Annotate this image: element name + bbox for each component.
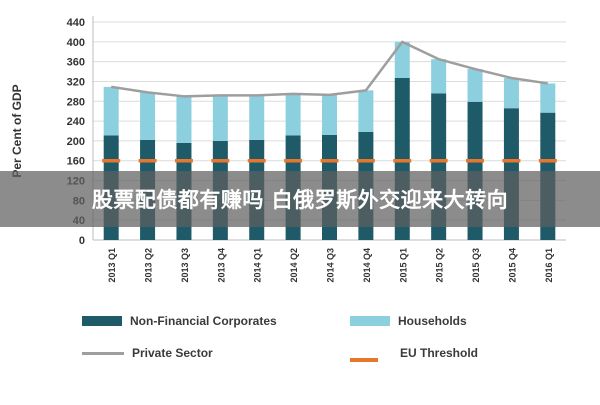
x-tick-label: 2015 Q2: [435, 248, 445, 283]
bar-households: [322, 94, 337, 135]
legend-label: Households: [398, 314, 467, 328]
legend-item-private-sector: Private Sector: [82, 346, 213, 360]
y-tick-label: 360: [67, 57, 85, 69]
banner-text: 股票配债都有赚吗 白俄罗斯外交迎来大转向: [91, 188, 509, 212]
y-tick-label: 320: [67, 76, 85, 88]
bar-households: [212, 95, 228, 141]
x-tick-label: 2015 Q4: [507, 248, 517, 283]
bar-households: [431, 59, 447, 94]
line-private-sector: [111, 40, 548, 98]
legend-swatch-line: [82, 351, 124, 355]
legend-swatch-light-bar: [350, 316, 390, 326]
legend-swatch-dark-bar: [82, 316, 122, 326]
y-tick-label: 240: [67, 116, 85, 128]
x-tick-label: 2013 Q4: [216, 248, 226, 283]
bar-households: [285, 93, 301, 136]
bar-households: [394, 41, 410, 78]
bar-households: [103, 86, 119, 136]
x-tick-label: 2016 Q1: [544, 248, 554, 283]
legend-label: Private Sector: [132, 346, 213, 360]
legend-label: Non-Financial Corporates: [130, 314, 277, 328]
bar-households: [249, 95, 265, 140]
y-tick-label: 400: [67, 37, 85, 49]
x-tick-label: 2015 Q3: [471, 248, 481, 283]
x-tick-label: 2014 Q1: [253, 248, 263, 283]
legend: Non-Financial Corporates Households Priv…: [82, 308, 582, 368]
bar-households: [176, 96, 192, 143]
bar-households: [540, 83, 556, 113]
y-tick-label: 280: [67, 96, 85, 108]
legend-swatch-dash: [350, 351, 392, 362]
y-tick-label: 440: [67, 17, 85, 29]
y-tick-label: 200: [67, 136, 85, 148]
x-tick-label: 2014 Q3: [326, 248, 336, 283]
y-tick-label: 160: [67, 156, 85, 168]
y-axis-label: Per Cent of GDP: [10, 84, 24, 177]
bar-households: [467, 69, 483, 102]
legend-label: EU Threshold: [400, 346, 479, 360]
legend-item-households: Households: [350, 314, 467, 328]
x-tick-label: 2013 Q3: [180, 248, 190, 283]
x-tick-label: 2014 Q2: [289, 248, 299, 283]
bar-households: [358, 90, 374, 132]
bar-households: [503, 77, 519, 109]
x-tick-label: 2014 Q4: [362, 248, 372, 283]
y-tick-label: 0: [79, 235, 85, 247]
x-tick-label: 2015 Q1: [398, 248, 408, 283]
legend-item-non-financial-corporates: Non-Financial Corporates: [82, 314, 277, 328]
overlay-banner: 股票配债都有赚吗 白俄罗斯外交迎来大转向: [0, 171, 600, 227]
x-tick-label: 2013 Q1: [107, 248, 117, 283]
bar-households: [140, 92, 156, 140]
x-tick-label: 2013 Q2: [144, 248, 154, 283]
legend-item-eu-threshold: EU Threshold: [350, 346, 479, 362]
